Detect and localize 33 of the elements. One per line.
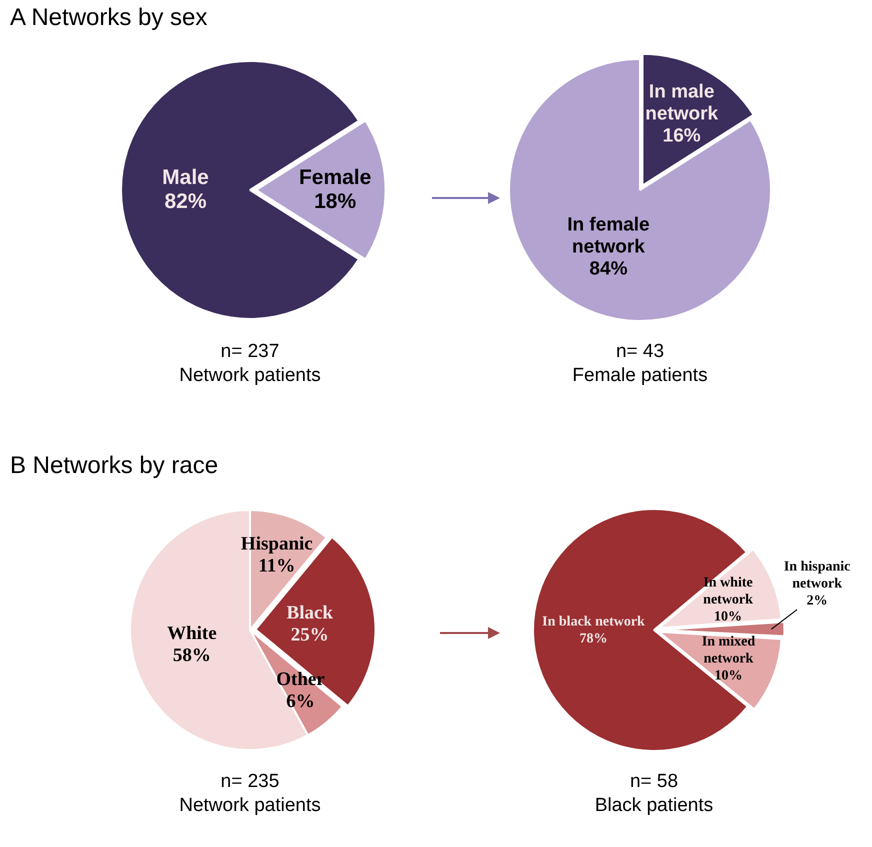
slice-label: In female network [567,214,650,258]
data-label: 6% [286,690,315,712]
data-label: 2% [806,594,828,609]
slice-label: Other [276,668,326,690]
text: Female patients [571,364,709,388]
data-label: 25% [290,624,329,646]
data-label: 16% [662,125,701,146]
text: n= 235 [220,770,280,794]
slice-label: In black network [542,614,646,630]
chart-title: B Networks by race [10,452,218,480]
data-label: 10% [714,668,742,684]
data-label: 78% [580,632,608,647]
text: n= 58 [628,770,680,794]
slice-label: Male [162,166,209,189]
slice-label: In mixed network [702,634,756,666]
slice-label: Female [298,166,372,189]
data-label: 82% [164,190,207,213]
text: Network patients [178,794,322,818]
slice-label: In male network [645,81,718,124]
text: n= 43 [614,340,666,364]
slice-label: In hispanic network [784,560,850,592]
text: n= 237 [220,340,280,364]
data-label: 18% [314,190,356,213]
text: Network patients [178,364,322,388]
slice-label: Hispanic [240,533,313,554]
data-label: 10% [714,610,742,625]
slice-label: Black [286,602,334,624]
slice-label: White [167,622,217,644]
data-label: 58% [172,644,211,666]
data-label: 11% [258,555,296,576]
text: Black patients [594,794,714,818]
data-label: 84% [589,258,628,280]
chart-title: A Networks by sex [10,4,208,32]
